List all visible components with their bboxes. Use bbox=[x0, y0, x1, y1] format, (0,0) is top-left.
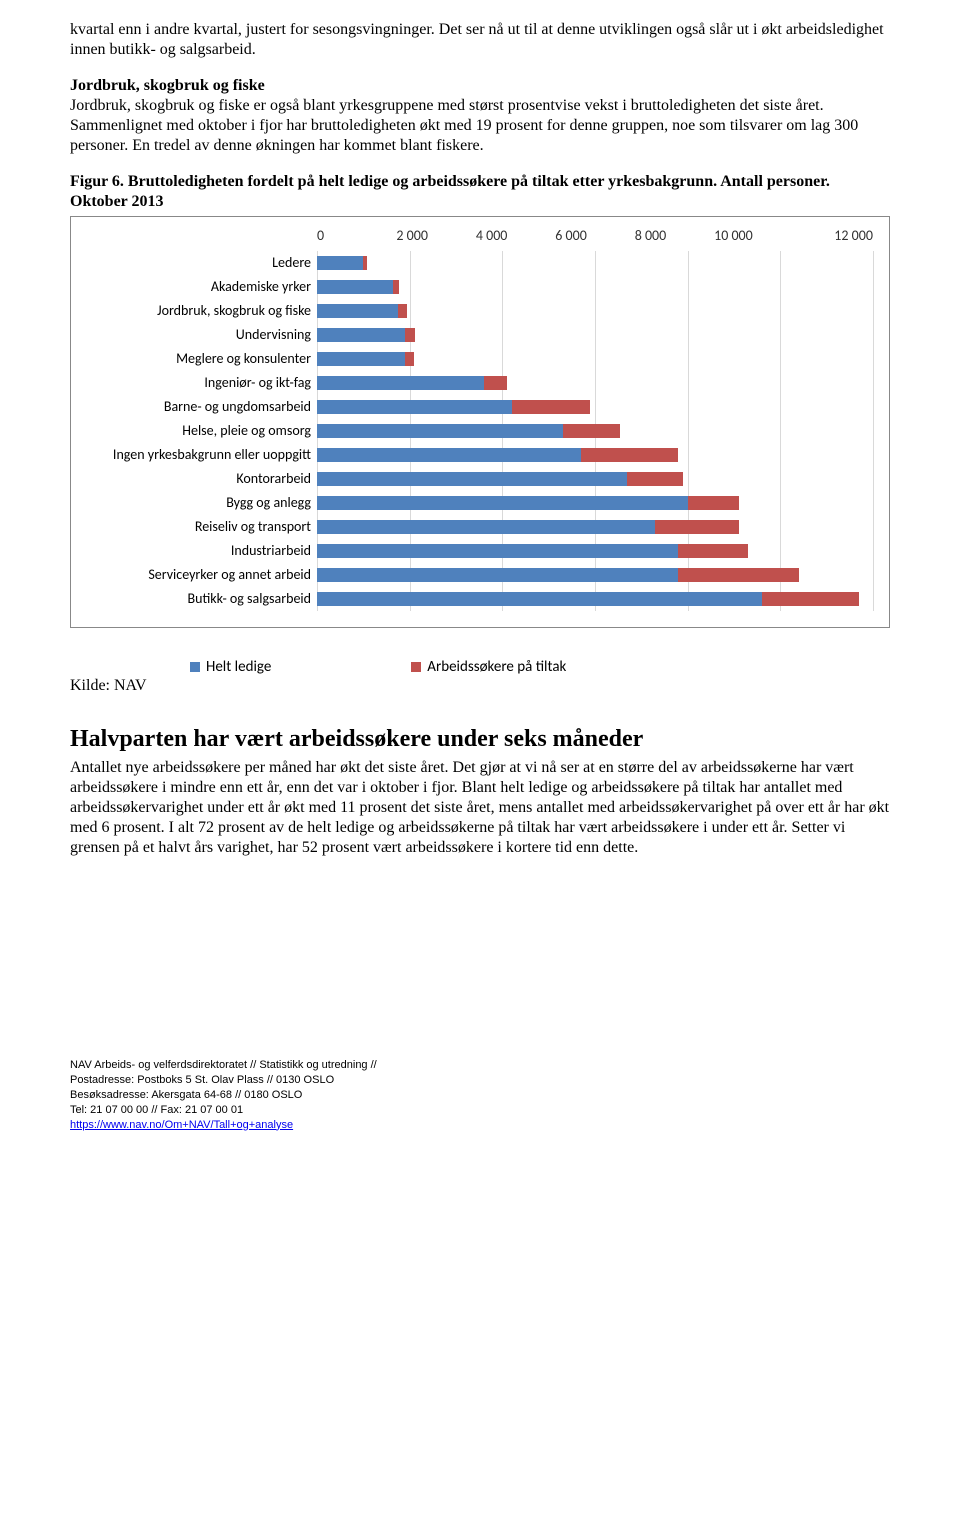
bar-row bbox=[317, 539, 873, 563]
legend-helt-ledige: Helt ledige bbox=[190, 658, 271, 677]
bar-row bbox=[317, 371, 873, 395]
bar-segment-tiltak bbox=[484, 376, 507, 390]
bar-row bbox=[317, 251, 873, 275]
legend-label-1: Helt ledige bbox=[206, 658, 271, 677]
source-label: Kilde: NAV bbox=[70, 676, 890, 696]
footer-line-4: Tel: 21 07 00 00 // Fax: 21 07 00 01 bbox=[70, 1103, 890, 1118]
page-footer: NAV Arbeids- og velferdsdirektoratet // … bbox=[70, 1058, 890, 1132]
bar-row bbox=[317, 323, 873, 347]
intro-paragraph: kvartal enn i andre kvartal, justert for… bbox=[70, 20, 890, 60]
category-label: Kontorarbeid bbox=[87, 467, 317, 491]
bar-segment-tiltak bbox=[627, 472, 683, 486]
xaxis-tick-label: 8 000 bbox=[635, 227, 714, 245]
category-label: Ingeniør- og ikt-fag bbox=[87, 371, 317, 395]
section-body: Jordbruk, skogbruk og fiske er også blan… bbox=[70, 97, 858, 154]
category-label: Meglere og konsulenter bbox=[87, 347, 317, 371]
bar-row bbox=[317, 491, 873, 515]
section-2-body: Antallet nye arbeidssøkere per måned har… bbox=[70, 758, 890, 858]
bar-segment-helt-ledige bbox=[317, 352, 405, 366]
bar-segment-tiltak bbox=[393, 280, 399, 294]
bar-segment-tiltak bbox=[512, 400, 591, 414]
xaxis-tick-label: 4 000 bbox=[476, 227, 555, 245]
bar-segment-tiltak bbox=[405, 328, 415, 342]
bar-row bbox=[317, 563, 873, 587]
section-heading: Jordbruk, skogbruk og fiske bbox=[70, 77, 265, 94]
legend-label-2: Arbeidssøkere på tiltak bbox=[427, 658, 566, 677]
category-label: Jordbruk, skogbruk og fiske bbox=[87, 299, 317, 323]
section-jordbruk: Jordbruk, skogbruk og fiske Jordbruk, sk… bbox=[70, 76, 890, 156]
chart-xaxis: 02 0004 0006 0008 00010 00012 000 bbox=[317, 227, 873, 245]
bar-row bbox=[317, 443, 873, 467]
figure-6-chart: 02 0004 0006 0008 00010 00012 000 Ledere… bbox=[70, 216, 890, 628]
bar-row bbox=[317, 419, 873, 443]
bar-row bbox=[317, 395, 873, 419]
bar-segment-helt-ledige bbox=[317, 304, 398, 318]
bar-row bbox=[317, 587, 873, 611]
bar-segment-helt-ledige bbox=[317, 520, 655, 534]
footer-line-2: Postadresse: Postboks 5 St. Olav Plass /… bbox=[70, 1073, 890, 1088]
bar-segment-tiltak bbox=[581, 448, 678, 462]
category-label: Undervisning bbox=[87, 323, 317, 347]
bar-segment-tiltak bbox=[398, 304, 407, 318]
grid-line bbox=[873, 251, 874, 611]
xaxis-tick-label: 6 000 bbox=[555, 227, 634, 245]
bar-segment-helt-ledige bbox=[317, 424, 563, 438]
bar-segment-tiltak bbox=[678, 568, 798, 582]
footer-line-3: Besøksadresse: Akersgata 64-68 // 0180 O… bbox=[70, 1088, 890, 1103]
bar-row bbox=[317, 515, 873, 539]
xaxis-tick-label: 0 bbox=[317, 227, 396, 245]
bar-segment-helt-ledige bbox=[317, 280, 393, 294]
section-2-heading: Halvparten har vært arbeidssøkere under … bbox=[70, 724, 890, 754]
footer-link[interactable]: https://www.nav.no/Om+NAV/Tall+og+analys… bbox=[70, 1119, 293, 1131]
category-label: Bygg og anlegg bbox=[87, 491, 317, 515]
bar-row bbox=[317, 347, 873, 371]
bar-segment-tiltak bbox=[762, 592, 859, 606]
bar-segment-tiltak bbox=[655, 520, 738, 534]
chart-category-labels: LedereAkademiske yrkerJordbruk, skogbruk… bbox=[87, 251, 317, 611]
bar-segment-helt-ledige bbox=[317, 400, 512, 414]
category-label: Ingen yrkesbakgrunn eller uoppgitt bbox=[87, 443, 317, 467]
footer-line-1: NAV Arbeids- og velferdsdirektoratet // … bbox=[70, 1058, 890, 1073]
figure-caption: Figur 6. Bruttoledigheten fordelt på hel… bbox=[70, 172, 890, 212]
bar-segment-tiltak bbox=[678, 544, 748, 558]
category-label: Helse, pleie og omsorg bbox=[87, 419, 317, 443]
bar-segment-helt-ledige bbox=[317, 328, 405, 342]
bar-row bbox=[317, 467, 873, 491]
legend-swatch-2 bbox=[411, 662, 421, 672]
chart-bars bbox=[317, 251, 873, 611]
bar-row bbox=[317, 299, 873, 323]
bar-segment-helt-ledige bbox=[317, 592, 762, 606]
category-label: Ledere bbox=[87, 251, 317, 275]
bar-segment-helt-ledige bbox=[317, 496, 688, 510]
bar-segment-helt-ledige bbox=[317, 256, 363, 270]
bar-segment-helt-ledige bbox=[317, 376, 484, 390]
category-label: Barne- og ungdomsarbeid bbox=[87, 395, 317, 419]
category-label: Butikk- og salgsarbeid bbox=[87, 587, 317, 611]
legend-tiltak: Arbeidssøkere på tiltak bbox=[411, 658, 566, 677]
bar-segment-helt-ledige bbox=[317, 448, 581, 462]
bar-segment-tiltak bbox=[563, 424, 621, 438]
bar-row bbox=[317, 275, 873, 299]
xaxis-tick-label: 10 000 bbox=[714, 227, 793, 245]
bar-segment-tiltak bbox=[363, 256, 367, 270]
bar-segment-tiltak bbox=[688, 496, 739, 510]
bar-segment-helt-ledige bbox=[317, 568, 678, 582]
xaxis-tick-label: 12 000 bbox=[794, 227, 873, 245]
legend-swatch-1 bbox=[190, 662, 200, 672]
category-label: Serviceyrker og annet arbeid bbox=[87, 563, 317, 587]
bar-segment-helt-ledige bbox=[317, 544, 678, 558]
category-label: Reiseliv og transport bbox=[87, 515, 317, 539]
chart-legend: Helt ledige Arbeidssøkere på tiltak bbox=[190, 658, 890, 677]
category-label: Akademiske yrker bbox=[87, 275, 317, 299]
bar-segment-helt-ledige bbox=[317, 472, 627, 486]
xaxis-tick-label: 2 000 bbox=[396, 227, 475, 245]
category-label: Industriarbeid bbox=[87, 539, 317, 563]
bar-segment-tiltak bbox=[405, 352, 414, 366]
